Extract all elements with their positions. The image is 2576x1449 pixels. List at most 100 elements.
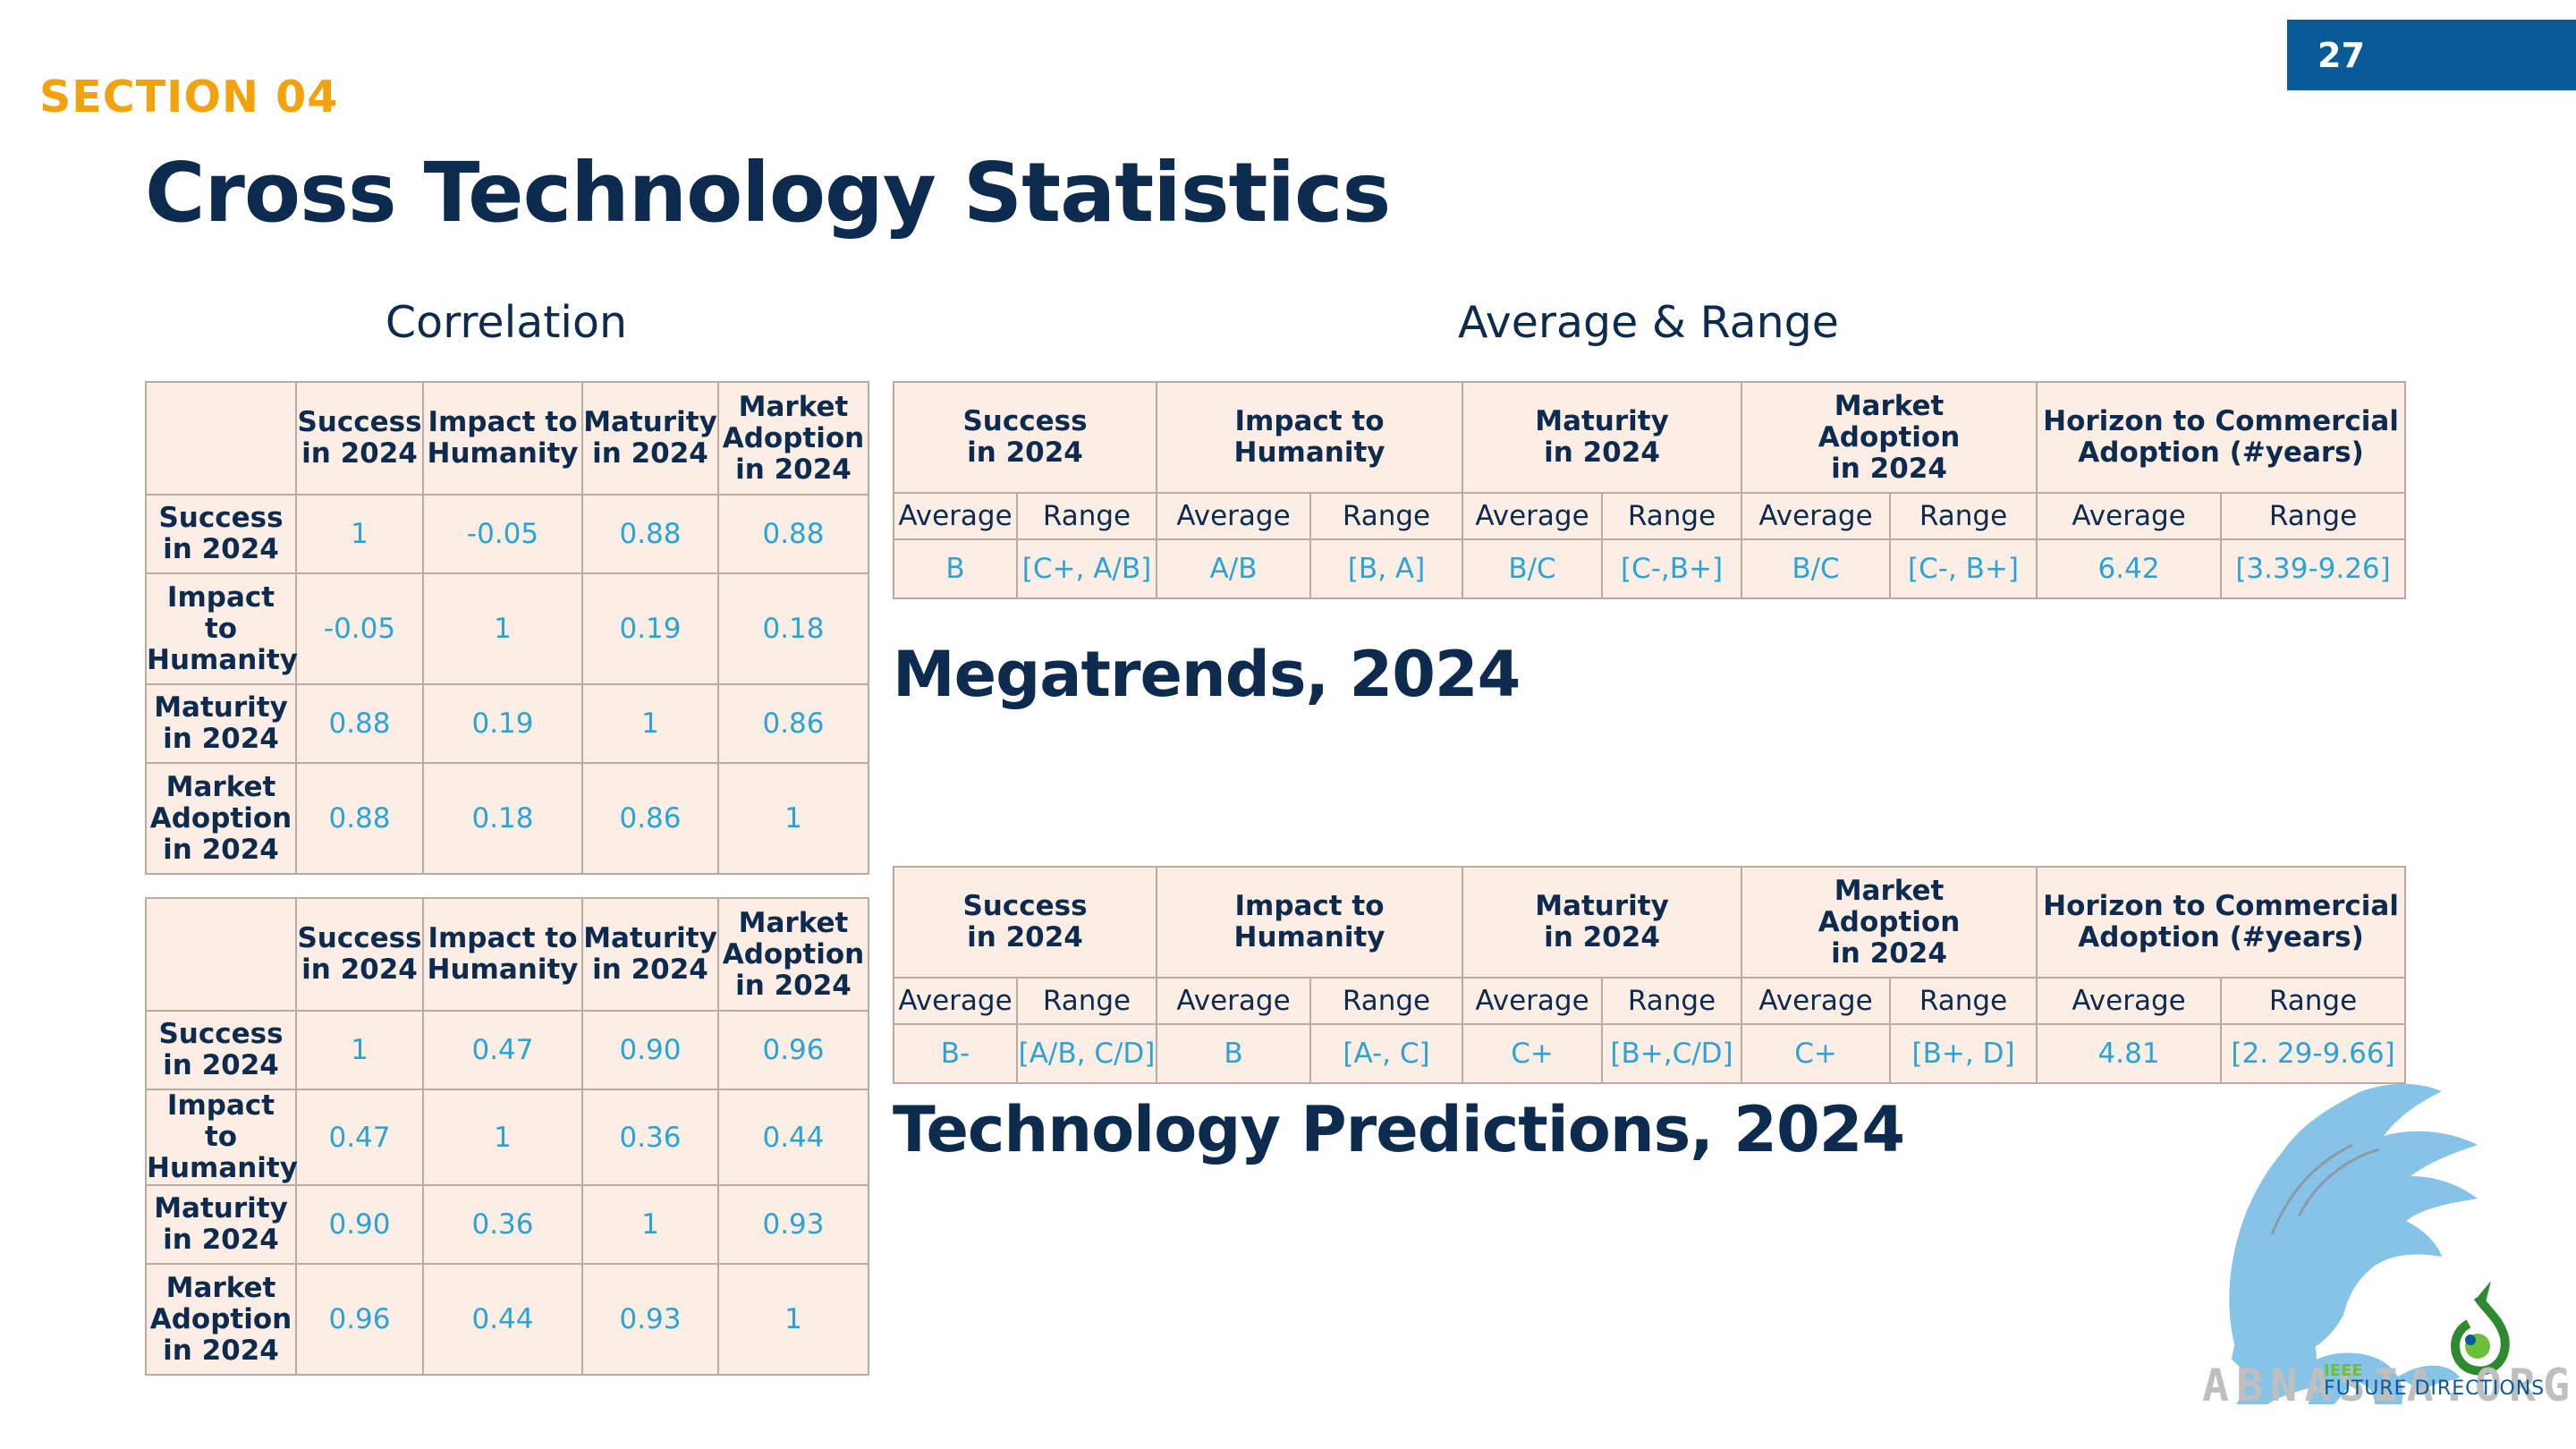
page-number: 27 bbox=[2318, 35, 2365, 75]
table-cell: 0.18 bbox=[717, 572, 869, 685]
col-header-market: Market Adoption in 2024 bbox=[717, 381, 869, 496]
col-header-success: Success in 2024 bbox=[295, 381, 424, 496]
table-cell: B bbox=[893, 538, 1018, 599]
technology-predictions-heading: Technology Predictions, 2024 bbox=[893, 1093, 1905, 1166]
subheader-average: Average bbox=[1156, 977, 1312, 1025]
col-header-maturity: Maturity in 2024 bbox=[1462, 381, 1743, 494]
table-cell: 0.96 bbox=[295, 1263, 424, 1376]
page-title: Cross Technology Statistics bbox=[145, 145, 1391, 241]
subheader-range: Range bbox=[1309, 492, 1464, 540]
subheader-range: Range bbox=[1601, 492, 1743, 540]
table-cell: 0.44 bbox=[422, 1263, 583, 1376]
table-cell: -0.05 bbox=[422, 494, 583, 574]
subheader-average: Average bbox=[1741, 977, 1892, 1025]
col-header-horizon: Horizon to Commercial Adoption (#years) bbox=[2036, 381, 2407, 494]
table-cell: [C-,B+] bbox=[1601, 538, 1743, 599]
logo-wordmark: ABNASIA.ORG bbox=[2202, 1360, 2576, 1411]
subheader-average: Average bbox=[2036, 977, 2223, 1025]
page-number-badge: 27 bbox=[2287, 20, 2576, 90]
col-header-maturity: Maturity in 2024 bbox=[1462, 866, 1743, 979]
table-cell: [A-, C] bbox=[1309, 1023, 1464, 1084]
col-header-market: Market Adoption in 2024 bbox=[1741, 866, 2038, 979]
subheader-average: Average bbox=[893, 977, 1018, 1025]
table-row: B- [A/B, C/D] B [A-, C] C+ [B+,C/D] C+ [… bbox=[893, 1023, 2407, 1084]
table-cell: 0.96 bbox=[717, 1010, 869, 1090]
table-cell: 6.42 bbox=[2036, 538, 2223, 599]
megatrends-heading: Megatrends, 2024 bbox=[893, 638, 1521, 711]
table-cell: 0.18 bbox=[422, 762, 583, 875]
table-cell: [C-, B+] bbox=[1889, 538, 2038, 599]
col-header-market: Market Adoption in 2024 bbox=[1741, 381, 2038, 494]
subheader-average: Average bbox=[893, 492, 1018, 540]
table-cell: 0.88 bbox=[717, 494, 869, 574]
subheader-range: Range bbox=[1309, 977, 1464, 1025]
average-range-subtitle: Average & Range bbox=[1458, 297, 1839, 348]
table-cell: 0.90 bbox=[581, 1010, 719, 1090]
table-cell: 0.44 bbox=[717, 1089, 869, 1186]
table-row: Impact to Humanity -0.05 1 0.19 0.18 bbox=[145, 572, 869, 685]
table-cell: 1 bbox=[717, 762, 869, 875]
table-cell: [B+,C/D] bbox=[1601, 1023, 1743, 1084]
subheader-range: Range bbox=[2220, 977, 2407, 1025]
subheader-average: Average bbox=[2036, 492, 2223, 540]
corner-cell bbox=[145, 897, 297, 1012]
col-header-impact: Impact to Humanity bbox=[1156, 381, 1464, 494]
table-cell: 1 bbox=[422, 1089, 583, 1186]
row-header-maturity: Maturity in 2024 bbox=[145, 1184, 297, 1265]
correlation-subtitle: Correlation bbox=[385, 297, 628, 348]
table-cell: 0.47 bbox=[422, 1010, 583, 1090]
table-cell: 0.47 bbox=[295, 1089, 424, 1186]
average-range-table-technology-predictions: Success in 2024 Impact to Humanity Maturi… bbox=[892, 866, 2407, 1084]
subheader-row: Average Range Average Range Average Rang… bbox=[893, 977, 2407, 1025]
table-row: B [C+, A/B] A/B [B, A] B/C [C-,B+] B/C [… bbox=[893, 538, 2407, 599]
table-cell: [A/B, C/D] bbox=[1015, 1023, 1158, 1084]
logo-subtitle: FUTURE DIRECTIONS bbox=[2324, 1377, 2546, 1400]
table-row: Success in 2024 1 -0.05 0.88 0.88 bbox=[145, 494, 869, 574]
average-range-table-megatrends: Success in 2024 Impact to Humanity Maturi… bbox=[892, 381, 2407, 599]
section-label: SECTION 04 bbox=[39, 72, 339, 123]
table-cell: 0.36 bbox=[581, 1089, 719, 1186]
col-header-maturity: Maturity in 2024 bbox=[581, 897, 719, 1012]
table-cell: 0.90 bbox=[295, 1184, 424, 1265]
table-row: Maturity in 2024 0.90 0.36 1 0.93 bbox=[145, 1184, 869, 1265]
table-cell: A/B bbox=[1156, 538, 1312, 599]
table-cell: 0.93 bbox=[581, 1263, 719, 1376]
table-cell: -0.05 bbox=[295, 572, 424, 685]
subheader-row: Average Range Average Range Average Rang… bbox=[893, 492, 2407, 540]
col-header-market: Market Adoption in 2024 bbox=[717, 897, 869, 1012]
table-cell: B/C bbox=[1741, 538, 1892, 599]
table-row: Impact to Humanity 0.47 1 0.36 0.44 bbox=[145, 1089, 869, 1186]
col-header-success: Success in 2024 bbox=[892, 866, 1158, 979]
subheader-range: Range bbox=[1889, 492, 2038, 540]
col-header-success: Success in 2024 bbox=[295, 897, 424, 1012]
correlation-table-megatrends: Success in 2024 Impact to Humanity Maturit… bbox=[145, 381, 869, 875]
table-cell: B bbox=[1156, 1023, 1312, 1084]
subheader-range: Range bbox=[1601, 977, 1743, 1025]
table-cell: 4.81 bbox=[2036, 1023, 2223, 1084]
table-cell: C+ bbox=[1462, 1023, 1604, 1084]
table-cell: [C+, A/B] bbox=[1015, 538, 1158, 599]
table-row: Market Adoption in 2024 0.88 0.18 0.86 1 bbox=[145, 762, 869, 875]
table-cell: [3.39-9.26] bbox=[2220, 538, 2407, 599]
table-cell: 0.86 bbox=[581, 762, 719, 875]
subheader-average: Average bbox=[1462, 977, 1604, 1025]
table-cell: 0.93 bbox=[717, 1184, 869, 1265]
table-cell: [B+, D] bbox=[1889, 1023, 2038, 1084]
subheader-average: Average bbox=[1462, 492, 1604, 540]
logo-ieee-label: IEEE bbox=[2324, 1361, 2363, 1380]
subheader-range: Range bbox=[1015, 492, 1158, 540]
griffin-logo-icon bbox=[2229, 1083, 2510, 1404]
subheader-range: Range bbox=[1015, 977, 1158, 1025]
subheader-range: Range bbox=[2220, 492, 2407, 540]
col-header-impact: Impact to Humanity bbox=[1156, 866, 1464, 979]
table-cell: 0.86 bbox=[717, 683, 869, 764]
table-cell: 0.19 bbox=[581, 572, 719, 685]
row-header-impact: Impact to Humanity bbox=[145, 572, 298, 685]
table-cell: B/C bbox=[1462, 538, 1604, 599]
table-cell: 0.88 bbox=[295, 683, 424, 764]
table-cell: 1 bbox=[422, 572, 583, 685]
table-cell: [2. 29-9.66] bbox=[2220, 1023, 2407, 1084]
table-row: Success in 2024 1 0.47 0.90 0.96 bbox=[145, 1010, 869, 1090]
col-header-impact: Impact to Humanity bbox=[422, 381, 583, 496]
row-header-impact: Impact to Humanity bbox=[145, 1089, 298, 1186]
